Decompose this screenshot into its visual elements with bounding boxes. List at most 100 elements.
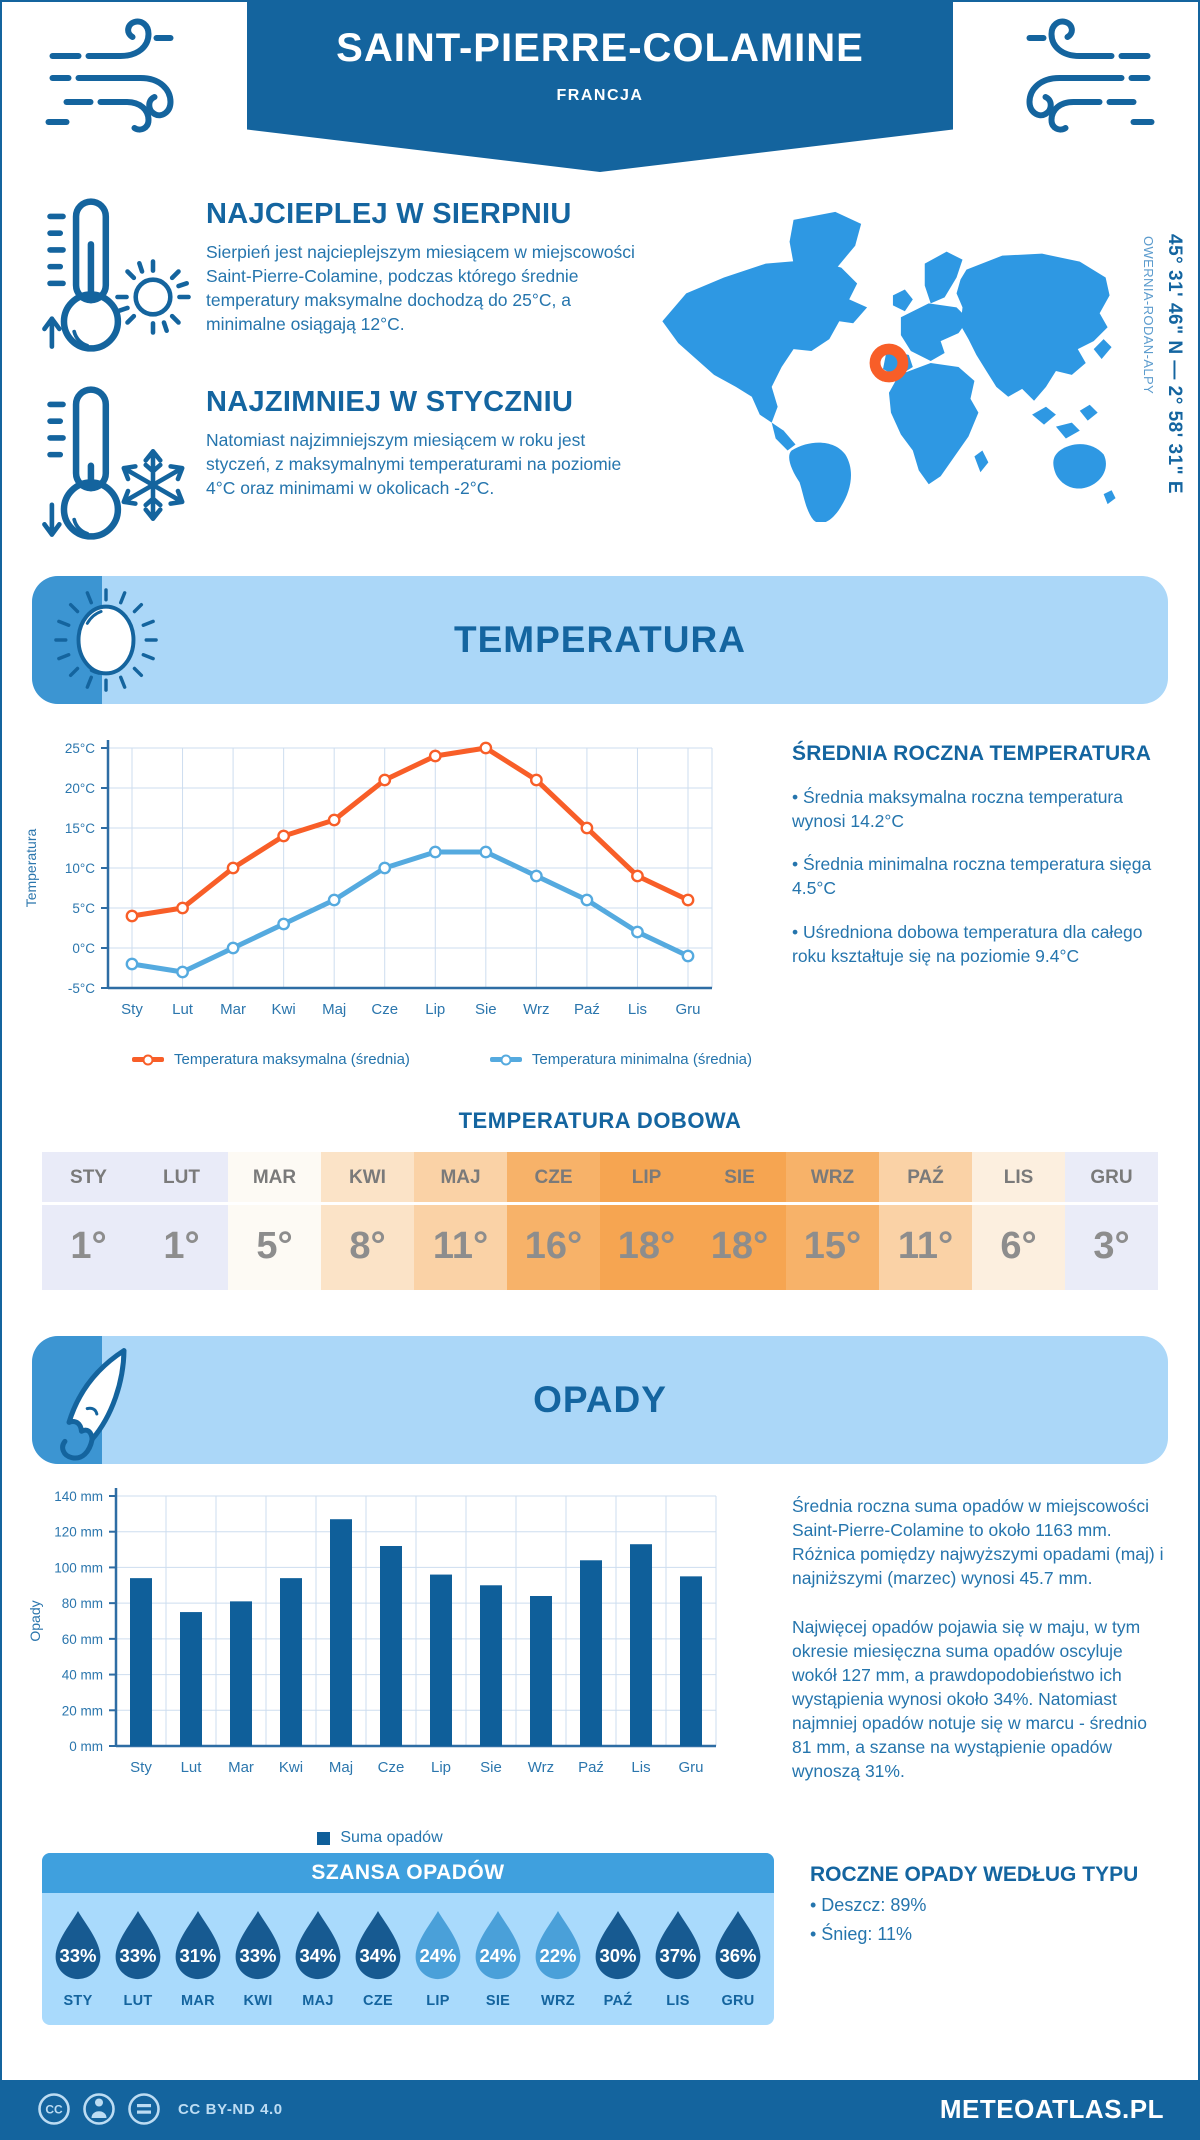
- daily-month: CZE: [507, 1152, 600, 1202]
- summary-title: ŚREDNIA ROCZNA TEMPERATURA: [792, 742, 1152, 765]
- chance-month: KWI: [243, 1993, 273, 2009]
- legend-item-max: Temperatura maksymalna (średnia): [132, 1051, 410, 1068]
- bar: [480, 1585, 502, 1746]
- water-drop-icon: [115, 1910, 161, 1980]
- warmest-title: NAJCIEPLEJ W SIERPNIU: [206, 198, 572, 230]
- bar: [330, 1519, 352, 1746]
- y-axis-label: Opady: [27, 1600, 43, 1641]
- daily-value: 18°: [600, 1205, 693, 1290]
- daily-month: MAR: [228, 1152, 321, 1202]
- svg-text:10°C: 10°C: [65, 861, 95, 876]
- daily-cell: MAJ 11°: [414, 1152, 507, 1290]
- daily-temperature-title: TEMPERATURA DOBOWA: [458, 1108, 742, 1133]
- svg-text:140 mm: 140 mm: [54, 1489, 103, 1504]
- bottom-row: SZANSA OPADÓW 33% STY 33% LUT 31% MAR 33% KWI 34…: [2, 1853, 1198, 2025]
- bar: [280, 1578, 302, 1746]
- svg-text:40 mm: 40 mm: [62, 1668, 103, 1683]
- water-drop-icon: [415, 1910, 461, 1980]
- daily-month: LIP: [600, 1152, 693, 1202]
- chance-month: MAR: [181, 1993, 215, 2009]
- chance-percent: 36%: [719, 1945, 757, 1966]
- precipitation-section-title: OPADY: [533, 1379, 667, 1420]
- chart-point: [631, 925, 644, 939]
- chance-month: MAJ: [302, 1993, 334, 2009]
- svg-text:Maj: Maj: [329, 1759, 353, 1776]
- no-derivatives-icon: [128, 2093, 160, 2125]
- rain-chance-item: 33% LUT: [108, 1909, 168, 2009]
- region-label: OWERNIA-RODAN-ALPY: [1141, 236, 1156, 395]
- wind-icon: [1026, 18, 1155, 133]
- warmest-text: Sierpień jest najcieplejszym miesiącem w…: [206, 242, 635, 334]
- svg-text:Mar: Mar: [228, 1759, 254, 1776]
- summary-bullet: • Średnia maksymalna roczna temperatura …: [792, 787, 1123, 832]
- world-map: [644, 200, 1122, 524]
- chance-percent: 37%: [659, 1945, 697, 1966]
- svg-text:Gru: Gru: [675, 1001, 700, 1018]
- wind-icon: [45, 18, 174, 133]
- thermometer-up-icon: [42, 198, 122, 352]
- types-bullets: • Deszcz: 89% • Śnieg: 11%: [810, 1895, 1138, 1945]
- svg-text:Lis: Lis: [631, 1759, 650, 1776]
- svg-text:Gru: Gru: [678, 1759, 703, 1776]
- cc-icon: CC: [38, 2093, 70, 2125]
- bar: [380, 1546, 402, 1746]
- daily-month: WRZ: [786, 1152, 879, 1202]
- rain-chance-item: 34% MAJ: [288, 1909, 348, 2009]
- chance-month: STY: [63, 1993, 93, 2009]
- daily-value: 5°: [228, 1205, 321, 1290]
- daily-cell: MAR 5°: [228, 1152, 321, 1290]
- svg-text:Paź: Paź: [578, 1759, 604, 1776]
- umbrella-icon: [60, 1348, 127, 1461]
- legend-max-marker: [132, 1057, 164, 1062]
- svg-text:0 mm: 0 mm: [69, 1739, 103, 1754]
- bar: [680, 1576, 702, 1746]
- daily-value: 3°: [1065, 1205, 1158, 1290]
- chart-point: [681, 893, 695, 907]
- daily-month: LIS: [972, 1152, 1065, 1202]
- water-drop-icon: [295, 1910, 341, 1980]
- svg-text:60 mm: 60 mm: [62, 1632, 103, 1647]
- svg-text:5°C: 5°C: [72, 901, 95, 916]
- chart-point: [479, 741, 493, 755]
- chance-percent: 33%: [59, 1945, 97, 1966]
- daily-month: SIE: [693, 1152, 786, 1202]
- chance-percent: 31%: [179, 1945, 217, 1966]
- daily-value: 8°: [321, 1205, 414, 1290]
- coordinates-block: OWERNIA-RODAN-ALPY 45° 31' 46" N — 2° 58…: [1141, 234, 1185, 494]
- water-drop-icon: [355, 1910, 401, 1980]
- svg-text:Lut: Lut: [181, 1759, 203, 1776]
- water-drop-icon: [715, 1910, 761, 1980]
- rain-chance-panel: SZANSA OPADÓW 33% STY 33% LUT 31% MAR 33% KWI 34…: [42, 1853, 774, 2025]
- chart-point: [378, 861, 392, 875]
- title-banner: SAINT-PIERRE-COLAMINE FRANCJA: [247, 2, 953, 172]
- daily-cell: GRU 3°: [1065, 1152, 1158, 1290]
- svg-text:Wrz: Wrz: [528, 1759, 554, 1776]
- bar: [180, 1612, 202, 1746]
- chart-point: [529, 773, 543, 787]
- svg-text:20 mm: 20 mm: [62, 1703, 103, 1718]
- bar: [530, 1596, 552, 1746]
- svg-text:-5°C: -5°C: [68, 981, 95, 996]
- chart-point: [176, 901, 189, 915]
- summary-bullet: • Uśredniona dobowa temperatura dla całe…: [792, 921, 1143, 966]
- chart-point: [176, 965, 189, 979]
- warmest-month-block: NAJCIEPLEJ W SIERPNIU Sierpień jest najc…: [38, 196, 644, 354]
- daily-cell: PAŹ 11°: [879, 1152, 972, 1290]
- temperature-chart-row: -5°C 0°C 5°C 10°C 15°C 20°C 25°C Sty Lut Mar Kwi Ma…: [2, 732, 1198, 1068]
- chart-point: [580, 893, 594, 907]
- summary-bullets: • Średnia maksymalna roczna temperatura …: [792, 785, 1168, 968]
- svg-text:120 mm: 120 mm: [54, 1525, 103, 1540]
- svg-text:25°C: 25°C: [65, 741, 95, 756]
- chance-percent: 24%: [479, 1945, 517, 1966]
- daily-month: KWI: [321, 1152, 414, 1202]
- rain-chance-item: 31% MAR: [168, 1909, 228, 2009]
- daily-cell: SIE 18°: [693, 1152, 786, 1290]
- types-title: ROCZNE OPADY WEDŁUG TYPU: [810, 1863, 1139, 1886]
- daily-month: STY: [42, 1152, 135, 1202]
- intro-section: NAJCIEPLEJ W SIERPNIU Sierpień jest najc…: [2, 174, 1198, 540]
- water-drop-icon: [655, 1910, 701, 1980]
- svg-text:15°C: 15°C: [65, 821, 95, 836]
- precipitation-banner: OPADY: [32, 1336, 1168, 1464]
- precipitation-types: ROCZNE OPADY WEDŁUG TYPU • Deszcz: 89% • …: [774, 1853, 1138, 1945]
